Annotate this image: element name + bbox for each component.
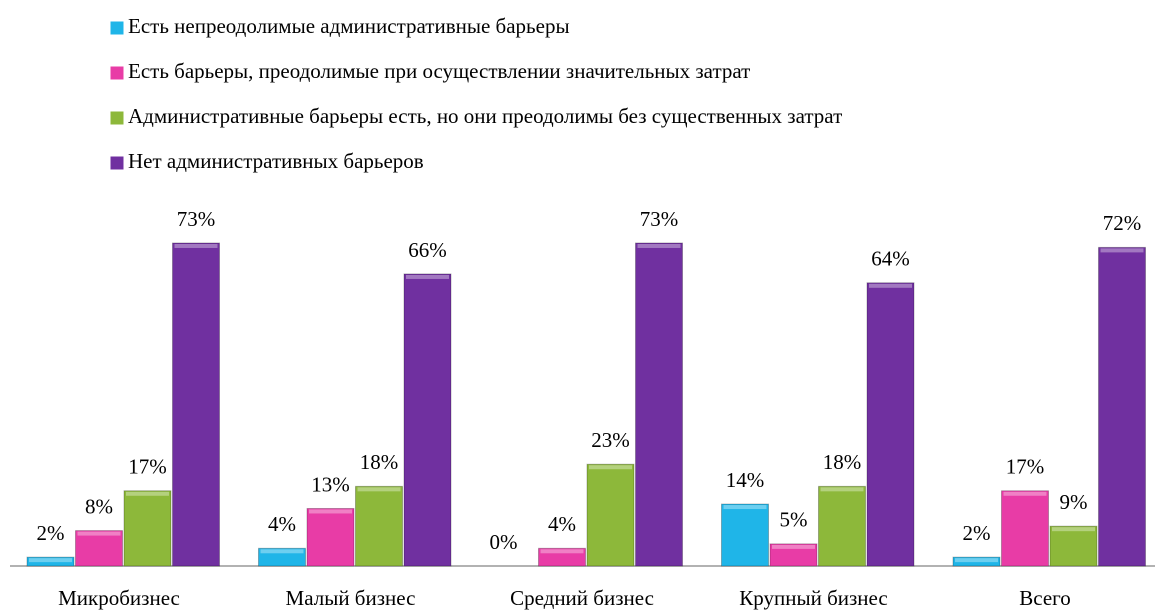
data-label: 64% [871, 247, 910, 271]
bar-bevel [955, 558, 998, 563]
bar [818, 485, 866, 567]
bar [75, 530, 123, 567]
bar-bevel [174, 243, 218, 248]
x-tick-label: Малый бизнес [286, 586, 416, 610]
bar [306, 507, 355, 567]
legend-label: Есть барьеры, преодолимые при осуществле… [128, 59, 750, 83]
data-label: 73% [177, 207, 216, 231]
data-label: 17% [1006, 455, 1045, 479]
legend-label: Нет административных барьеров [128, 149, 424, 173]
bar-bevel [637, 243, 681, 248]
x-tick-label: Крупный бизнес [739, 586, 887, 610]
data-label: 18% [823, 450, 862, 474]
data-label: 0% [490, 530, 518, 554]
data-label: 2% [963, 521, 991, 545]
data-label: 4% [268, 512, 296, 536]
bar [123, 490, 172, 567]
bar [952, 556, 1001, 567]
x-tick-label: Средний бизнес [510, 586, 654, 610]
bar [1098, 246, 1146, 567]
data-label: 13% [311, 472, 350, 496]
bar [586, 463, 635, 567]
data-label: 18% [360, 450, 399, 474]
legend-swatch [109, 110, 125, 126]
bar-bevel [260, 549, 304, 554]
bar [258, 547, 306, 567]
data-label: 14% [726, 468, 765, 492]
bar [721, 503, 769, 567]
data-label: 17% [128, 455, 167, 479]
bar-bevel [406, 274, 449, 279]
legend-label: Административные барьеры есть, но они пр… [128, 104, 842, 128]
bar [538, 547, 586, 567]
data-label: 23% [591, 428, 630, 452]
bar-bevel [772, 544, 815, 549]
bar [172, 242, 220, 567]
bar [769, 543, 818, 567]
bar [635, 242, 683, 567]
bar [355, 485, 403, 567]
bar-bevel [820, 487, 864, 492]
data-label: 66% [408, 238, 447, 262]
legend-swatch [109, 65, 125, 81]
legend-label: Есть непреодолимые административные барь… [128, 14, 570, 38]
data-label: 5% [780, 508, 808, 532]
bar-bevel [77, 531, 121, 536]
legend-swatch [109, 155, 125, 171]
bar-bevel [357, 487, 401, 492]
bar [1001, 490, 1049, 567]
data-label: 8% [85, 494, 113, 518]
bar [403, 273, 452, 567]
bar-bevel [540, 549, 584, 554]
data-label: 9% [1060, 490, 1088, 514]
bar-bevel [1003, 491, 1047, 496]
x-tick-label: Микробизнес [58, 586, 180, 610]
bar-bevel [869, 283, 912, 288]
bar-bevel [309, 509, 352, 514]
bar-bevel [126, 491, 169, 496]
x-tick-label: Всего [1019, 586, 1071, 610]
data-label: 72% [1103, 211, 1142, 235]
bar-bevel [589, 465, 632, 470]
bar-bevel [723, 505, 767, 510]
bar-bevel [29, 558, 72, 563]
bar-bevel [1100, 248, 1144, 253]
bar [866, 282, 915, 567]
data-label: 2% [37, 521, 65, 545]
data-label: 4% [548, 512, 576, 536]
bar-bevel [1052, 527, 1095, 532]
data-label: 73% [640, 207, 679, 231]
bar [26, 556, 75, 567]
legend-swatch [109, 20, 125, 36]
bar [1049, 525, 1098, 567]
